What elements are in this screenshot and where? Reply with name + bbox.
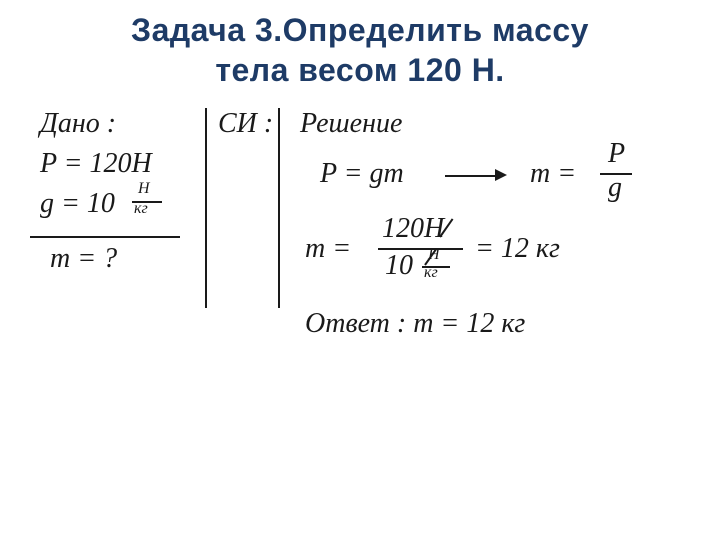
- problem-title: Задача 3.Определить массу тела весом 120…: [0, 0, 720, 90]
- eq1-left: P = gm: [320, 158, 404, 190]
- eq1-right-bot: g: [608, 172, 622, 204]
- eq2-prefix: m =: [305, 233, 351, 265]
- given-p: P = 120H: [40, 148, 152, 180]
- eq2-result: = 12 кг: [475, 233, 560, 265]
- solution-workarea: Дано : P = 120H g = 10 Н кг m = ? СИ : Р…: [30, 108, 690, 408]
- given-underline: [30, 236, 180, 238]
- given-g-unit-bot: кг: [134, 200, 148, 218]
- title-line-2: тела весом 120 Н.: [0, 50, 720, 90]
- title-line-1: Задача 3.Определить массу: [0, 10, 720, 50]
- eq2-den-main: 10: [385, 250, 413, 282]
- given-g-unit-top: Н: [138, 180, 150, 198]
- eq1-right-prefix: m =: [530, 158, 576, 190]
- eq1-right-top: P: [608, 138, 625, 170]
- si-heading: СИ :: [218, 108, 273, 140]
- given-find: m = ?: [50, 243, 117, 275]
- given-g-main: g = 10: [40, 188, 115, 220]
- eq2-den-unit-bot: кг: [424, 264, 438, 282]
- solution-heading: Решение: [300, 108, 402, 140]
- separator-2: [278, 108, 280, 308]
- separator-1: [205, 108, 207, 308]
- given-heading: Дано :: [40, 108, 116, 140]
- arrow-head-icon: [495, 169, 507, 181]
- answer: Ответ : m = 12 кг: [305, 308, 525, 340]
- arrow-line: [445, 175, 495, 177]
- eq2-numerator: 120H: [382, 213, 444, 245]
